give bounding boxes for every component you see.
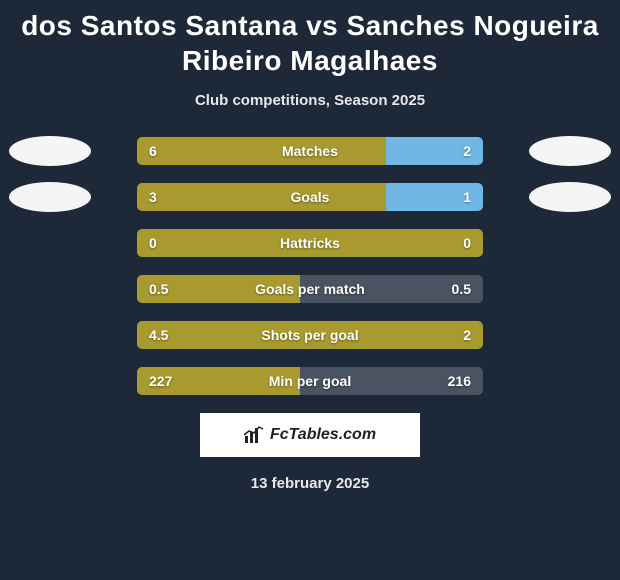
- stat-value-right: 216: [448, 367, 471, 395]
- comparison-chart: 6Matches2 3Goals1 0Hattricks0 0.5Goals per …: [0, 137, 620, 395]
- stat-row: 4.5Shots per goal2: [137, 321, 483, 349]
- stat-value-right: 2: [463, 137, 471, 165]
- attribution-badge: FcTables.com: [200, 413, 420, 457]
- stat-label: Goals per match: [137, 275, 483, 303]
- date-text: 13 february 2025: [0, 475, 620, 492]
- stat-row: 227Min per goal216: [137, 367, 483, 395]
- chart-icon: [244, 426, 264, 444]
- player-marker-right: [529, 182, 611, 212]
- page-subtitle: Club competitions, Season 2025: [0, 92, 620, 109]
- stat-row: 0.5Goals per match0.5: [137, 275, 483, 303]
- attribution-text: FcTables.com: [270, 426, 376, 444]
- stat-row: 0Hattricks0: [137, 229, 483, 257]
- stat-label: Matches: [137, 137, 483, 165]
- stat-label: Hattricks: [137, 229, 483, 257]
- stat-label: Min per goal: [137, 367, 483, 395]
- stat-value-right: 0: [463, 229, 471, 257]
- stat-value-right: 1: [463, 183, 471, 211]
- player-marker-left: [9, 136, 91, 166]
- stat-value-right: 0.5: [452, 275, 471, 303]
- player-marker-right: [529, 136, 611, 166]
- stat-label: Goals: [137, 183, 483, 211]
- stat-row: 3Goals1: [137, 183, 483, 211]
- stat-value-right: 2: [463, 321, 471, 349]
- stat-label: Shots per goal: [137, 321, 483, 349]
- stat-row: 6Matches2: [137, 137, 483, 165]
- page-title: dos Santos Santana vs Sanches Nogueira R…: [0, 0, 620, 78]
- player-marker-left: [9, 182, 91, 212]
